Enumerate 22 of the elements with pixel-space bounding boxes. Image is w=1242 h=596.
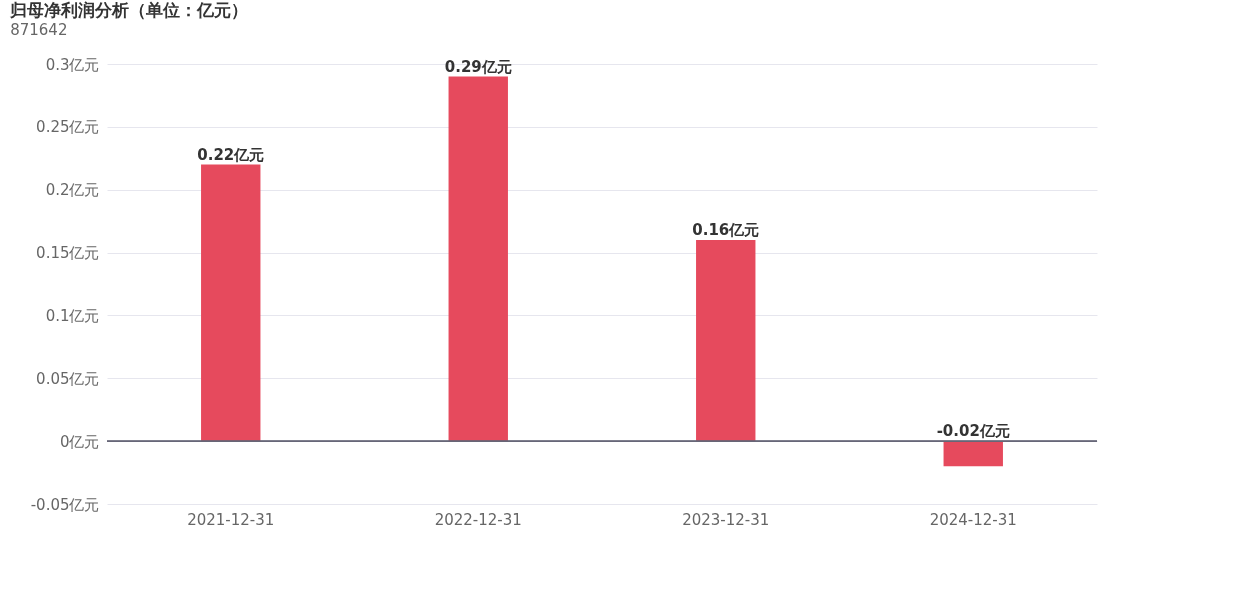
y-tick-label: 0.15亿元 [36,244,100,263]
data-label: -0.02亿元 [936,422,1010,441]
bar [943,441,1003,467]
bar [201,164,261,442]
data-label: 0.22亿元 [197,145,265,164]
y-tick-label: 0亿元 [59,432,100,451]
bar [448,76,508,442]
y-tick-label: 0.2亿元 [45,181,100,200]
y-tick-label: -0.05亿元 [30,495,100,514]
data-label: 0.29亿元 [444,57,512,76]
x-tick-label: 2023-12-31 [682,510,770,529]
x-tick-label: 2022-12-31 [434,510,522,529]
chart-subtitle: 871642 [10,21,68,39]
data-label: 0.16亿元 [692,221,760,239]
bar [696,240,756,442]
y-tick-label: 0.05亿元 [36,369,100,388]
y-tick-label: 0.3亿元 [45,55,100,74]
chart-title: 归母净利润分析（单位：亿元） [9,0,249,20]
x-tick-label: 2021-12-31 [187,510,275,529]
y-tick-label: 0.25亿元 [36,118,100,137]
x-tick-label: 2024-12-31 [929,510,1017,529]
y-tick-label: 0.1亿元 [45,306,100,325]
